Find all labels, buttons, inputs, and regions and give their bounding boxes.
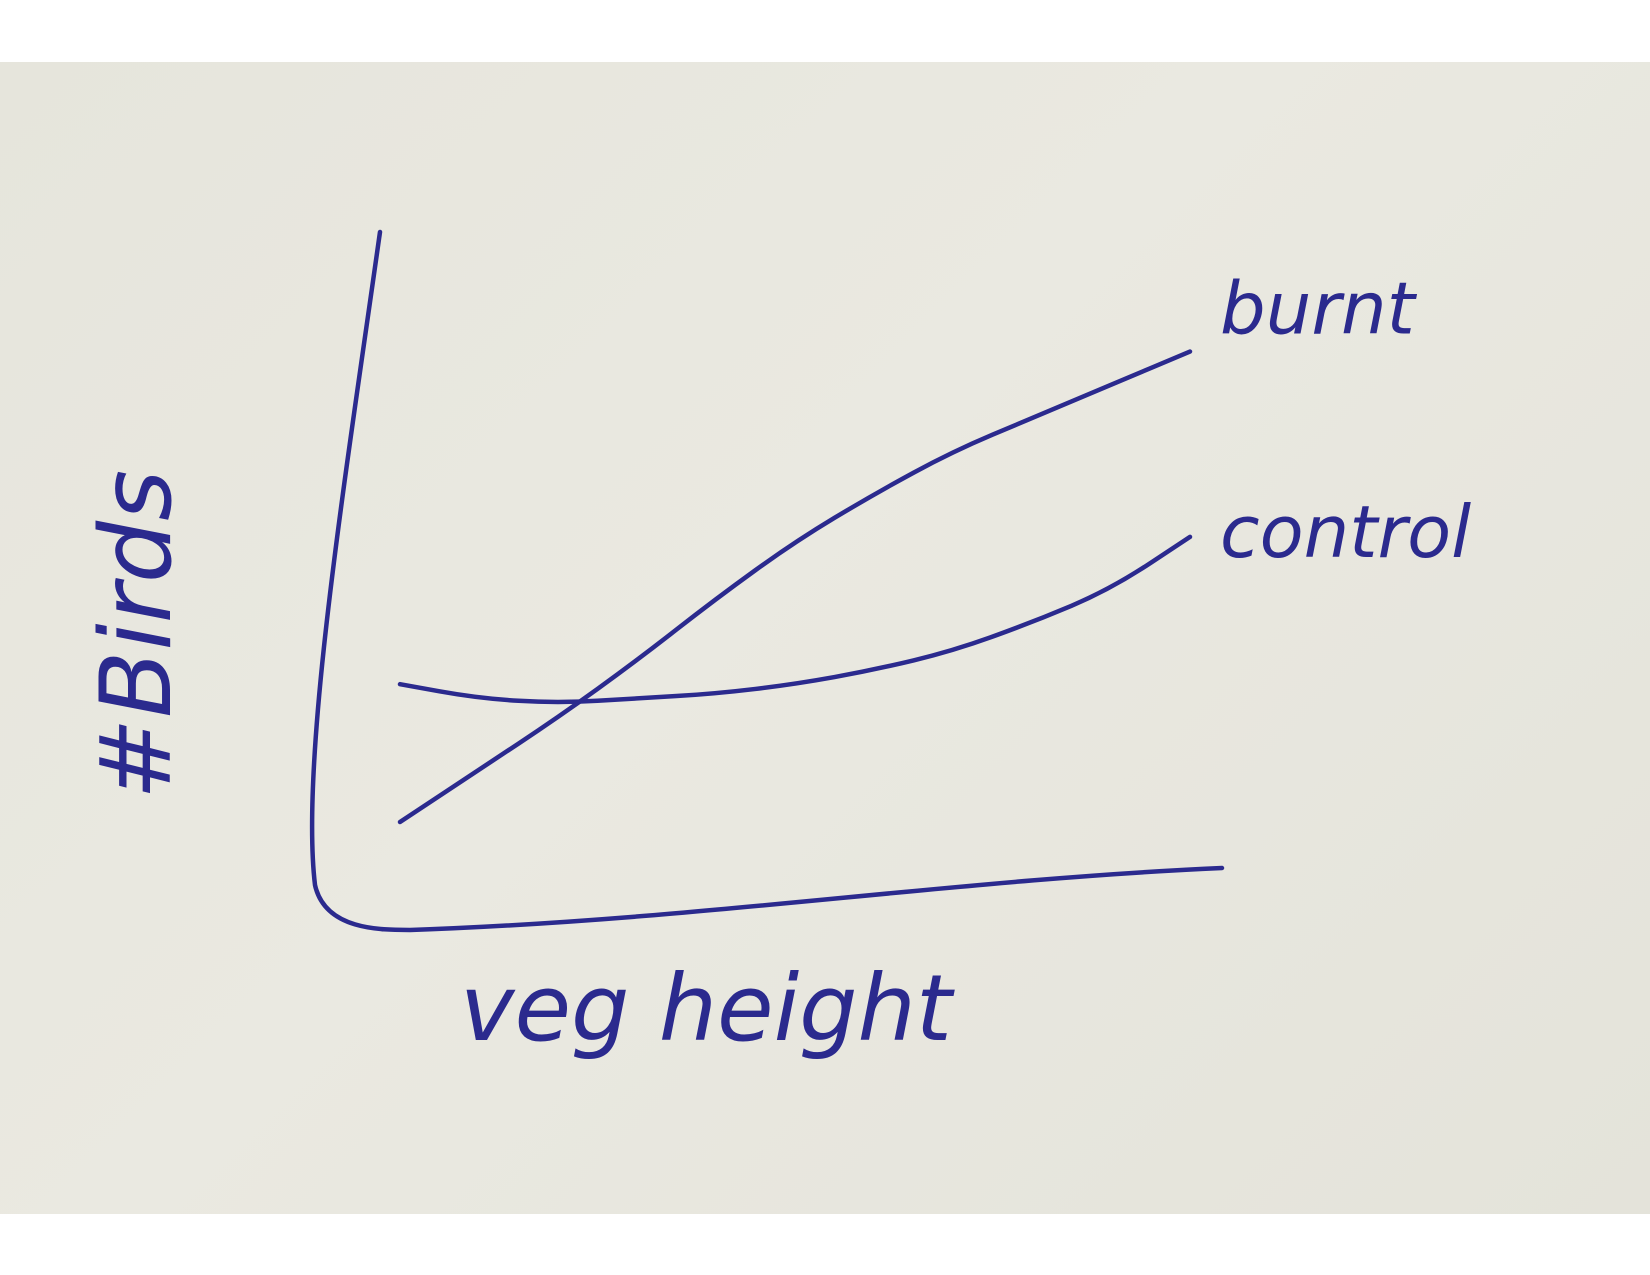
paper-photo (0, 62, 1650, 1214)
series-label-burnt: burnt (1220, 267, 1418, 351)
series-label-control: control (1220, 490, 1471, 574)
series-line-burnt (397, 349, 1193, 825)
series-line-control (397, 534, 1193, 705)
y-axis-label: #Birds (80, 470, 194, 800)
series-layer: burnt control (397, 267, 1471, 825)
x-axis-label: veg height (460, 955, 955, 1062)
axes (309, 229, 1225, 933)
